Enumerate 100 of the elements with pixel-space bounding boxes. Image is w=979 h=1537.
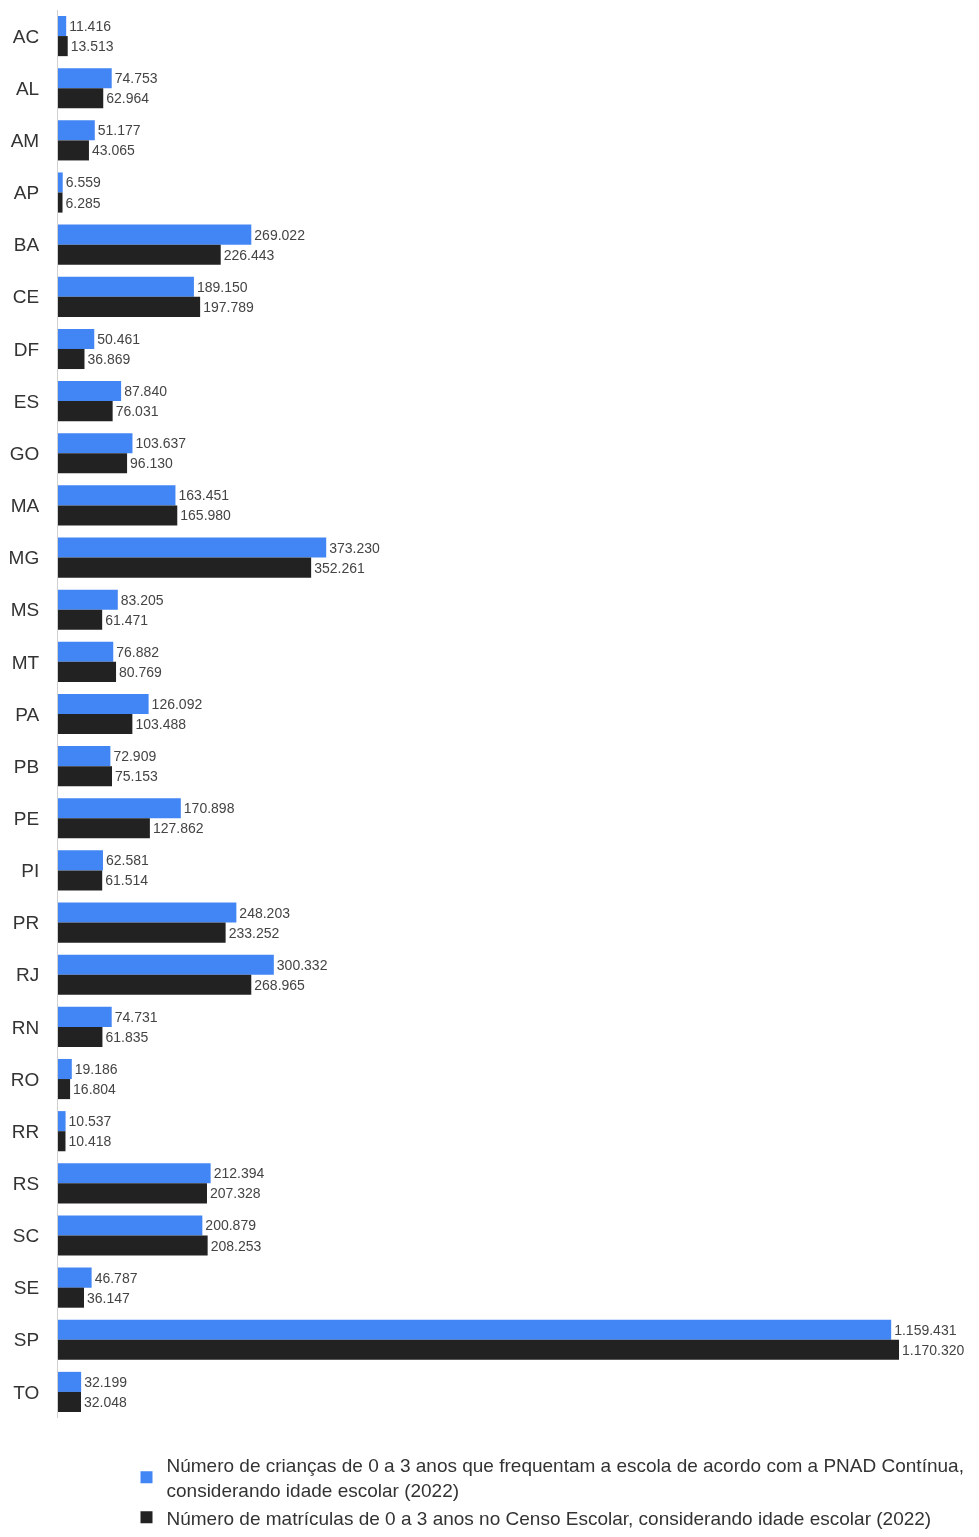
y-tick-label: MS	[10, 599, 40, 621]
bar	[58, 766, 113, 787]
y-tick-label: AC	[12, 25, 40, 47]
data-label: 226.443	[223, 246, 275, 263]
bar	[58, 16, 67, 37]
bar	[58, 224, 252, 245]
data-label: 87.840	[124, 383, 168, 400]
data-label: 51.177	[97, 122, 141, 139]
y-tick-label: CE	[12, 286, 40, 308]
bar	[58, 714, 133, 735]
bar	[58, 850, 103, 871]
bar	[58, 276, 194, 297]
data-label: 62.964	[106, 90, 150, 107]
data-label: 6.559	[65, 174, 101, 191]
bar	[58, 381, 122, 402]
bar	[58, 1371, 82, 1392]
data-label: 268.965	[254, 976, 306, 993]
bar	[58, 140, 89, 161]
data-label: 10.537	[68, 1113, 112, 1130]
data-label: 61.471	[105, 611, 149, 628]
y-tick-label: MG	[8, 547, 40, 569]
bar	[58, 1267, 92, 1288]
bar	[58, 88, 104, 109]
bar	[58, 36, 68, 57]
bar	[58, 902, 237, 923]
bar	[58, 954, 274, 975]
y-tick-label: RJ	[15, 964, 40, 986]
data-label: 36.147	[86, 1289, 131, 1306]
data-label: 1.170.320	[902, 1341, 965, 1358]
data-label: 10.418	[68, 1133, 112, 1150]
data-label: 6.285	[65, 194, 101, 211]
y-tick-label: PI	[21, 860, 40, 882]
data-label: 32.048	[84, 1393, 128, 1410]
data-label: 43.065	[91, 142, 135, 159]
bar	[58, 192, 63, 213]
data-label: 13.513	[70, 38, 114, 55]
bar	[58, 348, 85, 370]
data-label: 126.092	[151, 695, 203, 712]
data-label: 32.199	[84, 1373, 128, 1390]
data-label: 50.461	[97, 330, 141, 347]
bar	[58, 1111, 66, 1132]
data-label: 96.130	[130, 455, 174, 472]
y-tick-label: MA	[10, 495, 40, 517]
bar	[58, 1319, 892, 1340]
bar	[58, 870, 103, 891]
data-label: 197.789	[203, 298, 254, 315]
bar	[58, 453, 128, 474]
bar	[58, 244, 221, 265]
data-label: 127.862	[152, 820, 204, 837]
data-label: 46.787	[94, 1269, 138, 1286]
y-tick-label: AL	[15, 77, 40, 99]
data-label: 207.328	[209, 1185, 261, 1202]
bar	[58, 661, 117, 682]
bar	[58, 1026, 103, 1047]
data-label: 373.230	[329, 539, 381, 556]
bar	[58, 798, 181, 819]
data-label: 76.882	[116, 643, 160, 660]
bar	[58, 1079, 71, 1100]
data-label: 300.332	[276, 956, 328, 973]
y-tick-label: PE	[13, 807, 40, 829]
bar	[58, 1006, 112, 1027]
bar	[58, 1163, 211, 1184]
data-label: 80.769	[119, 663, 163, 680]
data-label: 212.394	[213, 1165, 265, 1182]
bar	[58, 974, 252, 995]
bar	[58, 1287, 84, 1308]
data-label: 248.203	[239, 904, 291, 921]
bar	[58, 433, 133, 454]
bar	[58, 485, 176, 506]
data-label: 83.205	[120, 591, 164, 608]
bar	[58, 746, 111, 767]
legend-label: Número de crianças de 0 a 3 anos que frequentam a escola de acordo com a PNAD Contínua, considerando idade escolar (2022)	[166, 1455, 964, 1501]
data-label: 200.879	[205, 1217, 257, 1234]
y-tick-label: PB	[13, 755, 40, 777]
bar	[58, 296, 201, 317]
y-tick-label: BA	[13, 234, 40, 256]
data-label: 19.186	[74, 1061, 118, 1077]
bar	[58, 922, 226, 943]
bar	[58, 1215, 203, 1236]
data-label: 61.514	[105, 872, 149, 889]
data-label: 233.252	[228, 924, 280, 941]
data-label: 189.150	[196, 278, 248, 295]
y-tick-label: AM	[10, 130, 40, 152]
y-tick-label: RS	[12, 1172, 40, 1194]
bar	[58, 609, 103, 630]
y-tick-label: DF	[13, 338, 40, 360]
bar	[58, 505, 178, 526]
bar	[58, 120, 95, 141]
y-tick-label: PR	[12, 912, 40, 934]
y-tick-label: RN	[11, 1016, 40, 1038]
bar	[58, 1058, 72, 1080]
y-tick-label: ES	[13, 390, 40, 412]
data-label: 269.022	[254, 226, 306, 243]
bar	[58, 818, 150, 839]
data-label: 72.909	[113, 748, 157, 765]
data-label: 170.898	[183, 800, 235, 817]
bar	[58, 537, 327, 558]
data-label: 163.451	[178, 487, 230, 504]
bar	[58, 172, 63, 193]
bar	[58, 328, 95, 349]
